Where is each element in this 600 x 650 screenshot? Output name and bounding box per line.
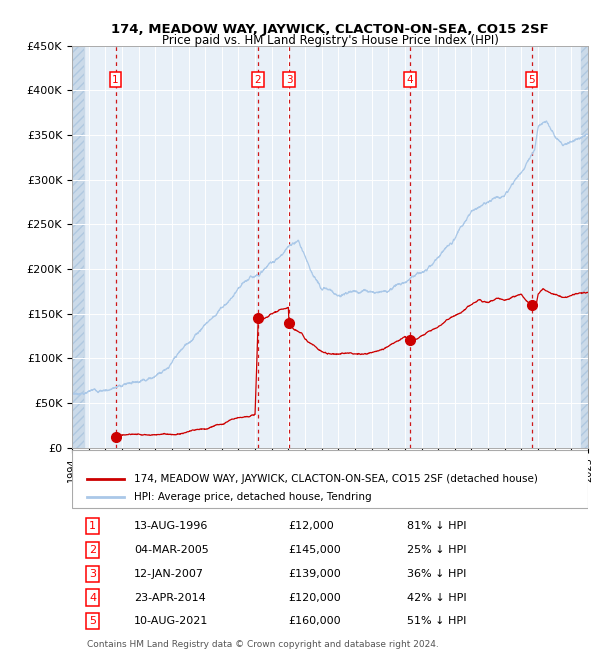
Text: Price paid vs. HM Land Registry's House Price Index (HPI): Price paid vs. HM Land Registry's House … [161,34,499,47]
Text: £12,000: £12,000 [289,521,334,531]
Text: 81% ↓ HPI: 81% ↓ HPI [407,521,467,531]
Text: 174, MEADOW WAY, JAYWICK, CLACTON-ON-SEA, CO15 2SF: 174, MEADOW WAY, JAYWICK, CLACTON-ON-SEA… [111,23,549,36]
Bar [72,46,83,448]
Bar [581,46,588,448]
Text: 51% ↓ HPI: 51% ↓ HPI [407,616,467,627]
Text: £120,000: £120,000 [289,593,341,603]
FancyBboxPatch shape [72,450,588,508]
Text: 2: 2 [254,75,261,84]
Text: £145,000: £145,000 [289,545,341,555]
Text: 23-APR-2014: 23-APR-2014 [134,593,206,603]
Text: 174, MEADOW WAY, JAYWICK, CLACTON-ON-SEA, CO15 2SF (detached house): 174, MEADOW WAY, JAYWICK, CLACTON-ON-SEA… [134,474,538,484]
Text: 5: 5 [89,616,96,627]
Text: 1: 1 [112,75,119,84]
Text: 10-AUG-2021: 10-AUG-2021 [134,616,208,627]
Text: £160,000: £160,000 [289,616,341,627]
Text: 4: 4 [89,593,96,603]
Text: 5: 5 [528,75,535,84]
Text: 25% ↓ HPI: 25% ↓ HPI [407,545,467,555]
Text: £139,000: £139,000 [289,569,341,579]
Text: 1: 1 [89,521,96,531]
Text: 36% ↓ HPI: 36% ↓ HPI [407,569,467,579]
Bar [72,46,83,448]
Text: 4: 4 [407,75,413,84]
Text: Contains HM Land Registry data © Crown copyright and database right 2024.: Contains HM Land Registry data © Crown c… [88,640,439,649]
Text: 13-AUG-1996: 13-AUG-1996 [134,521,208,531]
Text: 42% ↓ HPI: 42% ↓ HPI [407,593,467,603]
Text: 12-JAN-2007: 12-JAN-2007 [134,569,204,579]
Text: 04-MAR-2005: 04-MAR-2005 [134,545,209,555]
Text: 2: 2 [89,545,96,555]
Bar [581,46,588,448]
Text: 3: 3 [286,75,292,84]
Text: 3: 3 [89,569,96,579]
Text: HPI: Average price, detached house, Tendring: HPI: Average price, detached house, Tend… [134,492,371,502]
